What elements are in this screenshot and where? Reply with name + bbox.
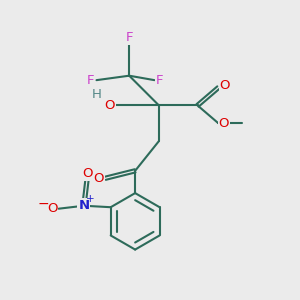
Text: O: O [47,202,57,215]
Text: O: O [105,99,115,112]
Text: O: O [82,167,93,180]
Text: O: O [220,79,230,92]
Text: O: O [94,172,104,185]
Text: F: F [125,31,133,44]
Text: F: F [156,74,164,87]
Text: H: H [92,88,101,100]
Text: +: + [86,194,95,204]
Text: O: O [218,117,229,130]
Text: −: − [38,196,49,210]
Text: F: F [87,74,94,87]
Text: N: N [78,199,89,212]
